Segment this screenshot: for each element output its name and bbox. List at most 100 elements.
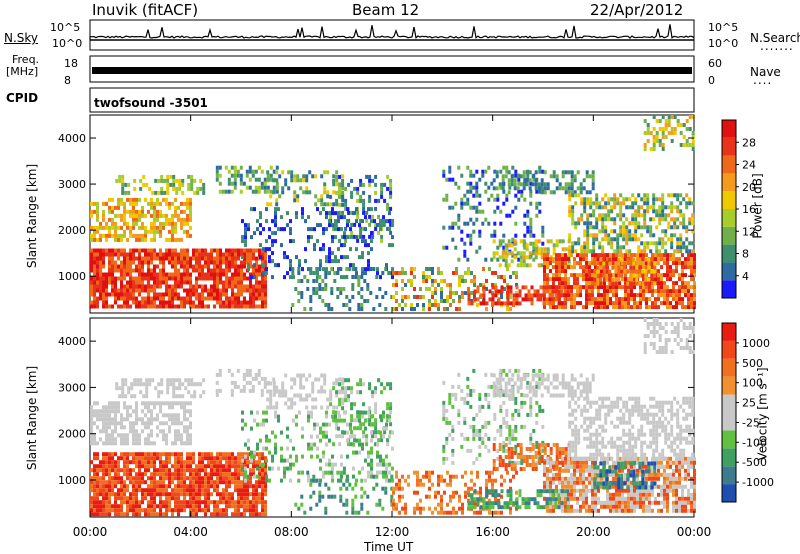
velocity-cell (259, 422, 262, 427)
velocity-cell (123, 441, 126, 446)
power-cell (434, 303, 437, 307)
velocity-cell (228, 460, 231, 465)
power-cell (643, 143, 647, 147)
velocity-cell (241, 458, 244, 463)
power-cell (501, 251, 505, 256)
velocity-cell (147, 425, 150, 430)
velocity-cell (117, 409, 120, 414)
power-cell (356, 198, 360, 203)
power-cell (99, 252, 102, 257)
velocity-cell (353, 402, 357, 407)
power-cell (291, 303, 295, 307)
velocity-cell (319, 458, 322, 463)
power-cell (534, 243, 538, 248)
power-cell (576, 170, 580, 175)
power-cell (514, 221, 518, 226)
velocity-cell (234, 460, 237, 465)
power-cell (150, 276, 153, 281)
power-cell (458, 299, 461, 303)
velocity-cell (124, 394, 128, 399)
power-cell (195, 264, 198, 269)
velocity-cell (120, 512, 123, 517)
power-cell (549, 239, 553, 244)
velocity-cell (290, 405, 294, 410)
velocity-cell (326, 397, 330, 402)
power-cell (175, 190, 179, 195)
power-cell (642, 277, 645, 282)
velocity-cell (204, 472, 207, 477)
power-cell (277, 207, 280, 212)
power-cell (688, 115, 692, 119)
power-cell (404, 295, 407, 299)
power-cell (180, 201, 183, 206)
power-cell (145, 182, 149, 187)
power-cell (247, 263, 250, 268)
power-cell (132, 280, 135, 285)
power-cell (617, 273, 621, 278)
velocity-cell (243, 484, 246, 489)
velocity-cell (230, 388, 234, 393)
power-cell (681, 253, 684, 258)
power-cell (693, 265, 696, 270)
power-cell (545, 289, 549, 294)
velocity-cell (156, 492, 159, 497)
power-cell (373, 219, 376, 224)
power-cell (187, 174, 191, 179)
power-cell (690, 297, 693, 302)
velocity-cell (286, 446, 289, 451)
velocity-cell (231, 504, 234, 509)
power-cell (334, 227, 337, 232)
power-cell (567, 170, 571, 175)
velocity-cell (323, 389, 327, 394)
power-cell (215, 169, 219, 174)
velocity-cell (256, 446, 259, 451)
velocity-cell (174, 401, 177, 406)
power-cell (274, 239, 277, 244)
velocity-cell (275, 405, 279, 410)
power-cell (546, 273, 549, 278)
power-cell (597, 285, 600, 290)
power-cell (664, 123, 668, 127)
velocity-cell (144, 492, 147, 497)
power-cell (240, 304, 243, 309)
velocity-cell (350, 418, 354, 423)
power-cell (661, 131, 665, 135)
power-cell (189, 217, 192, 222)
power-cell (615, 257, 618, 262)
power-cell (552, 285, 555, 290)
power-cell (630, 269, 633, 274)
power-cell (639, 289, 642, 294)
velocity-cell (310, 414, 313, 419)
power-cell (141, 256, 144, 261)
velocity-cell (174, 476, 177, 481)
power-cell (210, 284, 213, 289)
power-cell (159, 260, 162, 265)
velocity-cell (278, 389, 282, 394)
velocity-cell (243, 488, 246, 493)
power-cell (162, 225, 165, 230)
power-cell (388, 243, 391, 248)
power-cell (606, 297, 609, 302)
power-cell (249, 300, 252, 305)
power-cell (360, 303, 364, 307)
power-cell (228, 276, 231, 281)
velocity-cell (260, 376, 264, 381)
power-cell (334, 211, 337, 216)
power-cell (177, 205, 180, 210)
power-cell (366, 283, 370, 287)
power-cell (239, 177, 243, 182)
power-cell (369, 291, 373, 295)
power-cell (682, 143, 686, 147)
power-cell (312, 287, 316, 291)
power-cell (685, 245, 689, 250)
power-cell (108, 205, 111, 210)
power-cell (523, 221, 527, 226)
power-cell (597, 297, 600, 302)
power-cell (269, 177, 273, 182)
power-cell (504, 247, 508, 252)
velocity-cell (126, 472, 129, 477)
velocity-cell (96, 441, 99, 446)
power-cell (219, 276, 222, 281)
power-cell (102, 225, 105, 230)
velocity-cell (165, 500, 168, 505)
